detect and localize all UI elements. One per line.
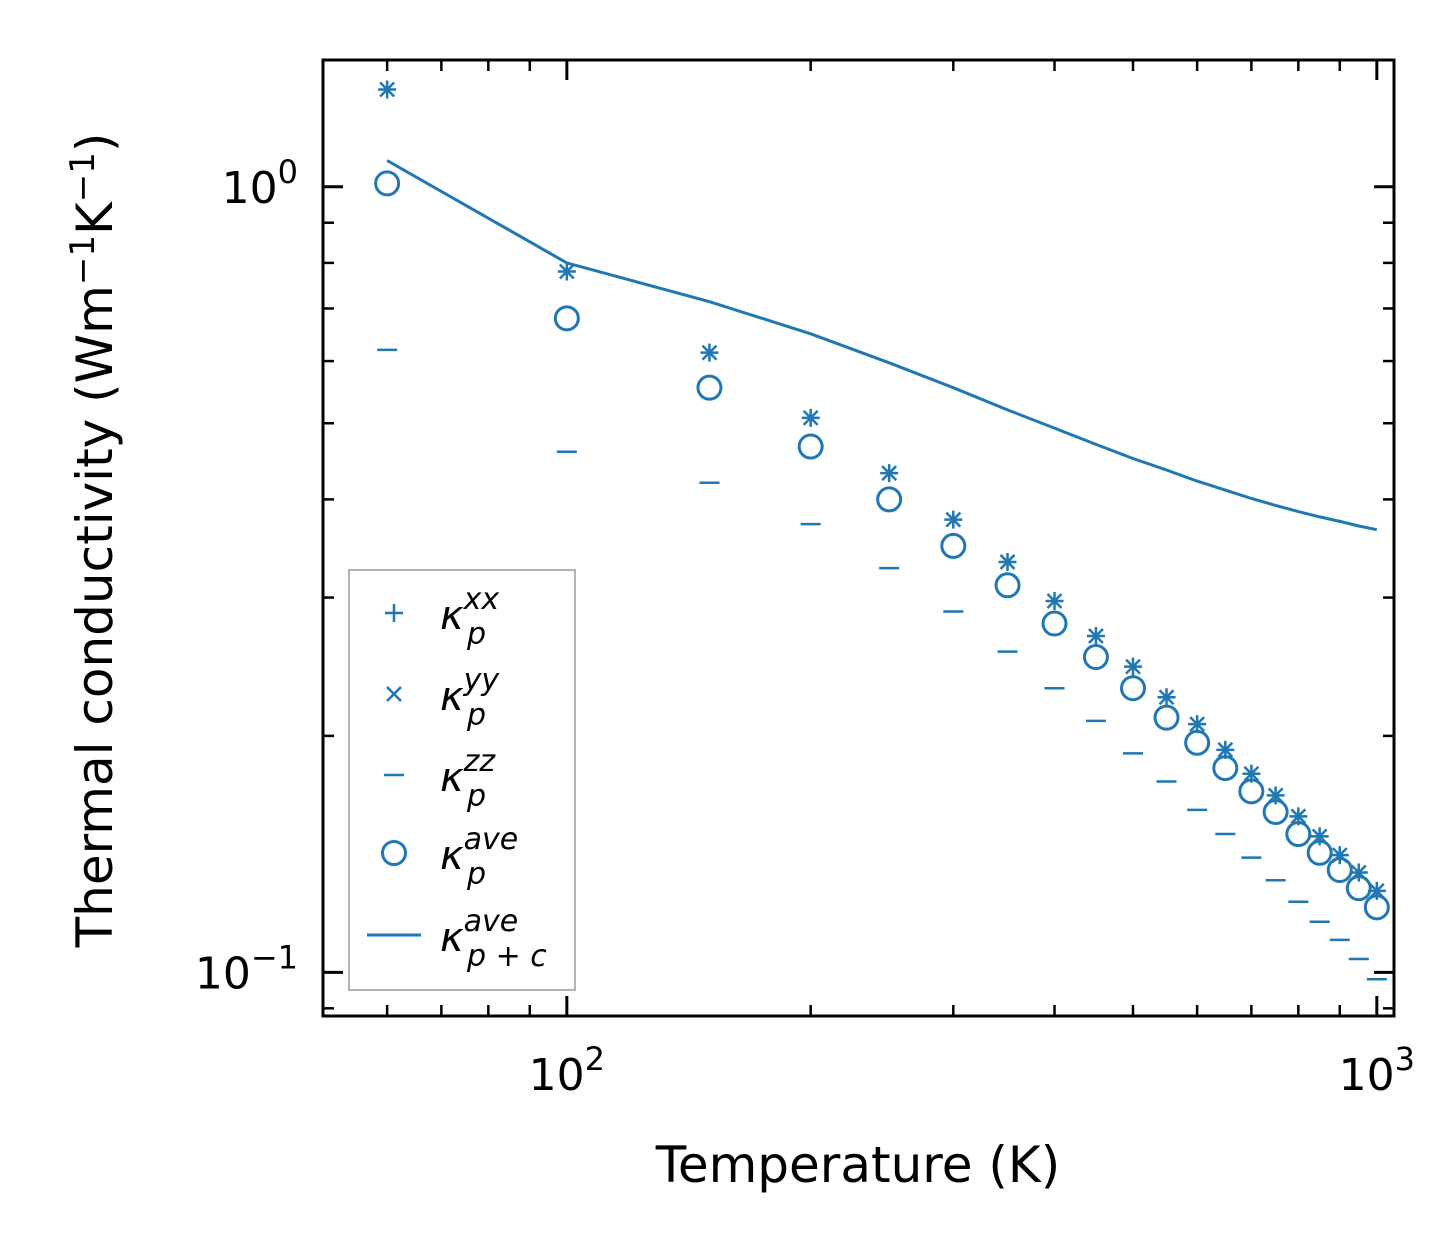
- point-ave-19: [1363, 894, 1390, 921]
- legend-label-3: κave p: [440, 822, 518, 892]
- point-ave-11: [1184, 729, 1211, 756]
- point-yy-15: [1290, 808, 1307, 825]
- legend-label-1: κyy p: [440, 663, 500, 733]
- y-tick-label: 10−1: [195, 938, 298, 999]
- point-yy-10: [1158, 689, 1175, 706]
- y-axis-title-exp2: −1: [63, 152, 103, 202]
- legend-subscript: p: [466, 698, 486, 733]
- y-axis-title: Thermal conductivity (Wm−1K−1): [63, 133, 124, 949]
- point-ave-12: [1212, 755, 1239, 782]
- x-axis-title: Temperature (K): [655, 1136, 1060, 1194]
- legend-superscript: yy: [463, 663, 501, 698]
- y-axis-title-close: ): [66, 133, 124, 153]
- point-yy-8: [1088, 628, 1104, 644]
- x-tick-base: 10: [529, 1050, 585, 1101]
- point-ave-18: [1345, 875, 1372, 902]
- plot-frame: [321, 58, 1396, 1018]
- point-yy-4: [881, 465, 898, 482]
- legend-subscript: p: [466, 779, 486, 814]
- legend-label-0: κxx p: [440, 582, 499, 652]
- legend-subscript: p + c: [466, 939, 547, 974]
- point-ave-9: [1120, 675, 1147, 702]
- data-marks: [374, 80, 1390, 981]
- legend-superscript: ave: [464, 822, 519, 857]
- point-yy-2: [701, 344, 718, 361]
- point-ave-6: [994, 572, 1021, 599]
- y-axis-title-exp1: −1: [63, 235, 103, 285]
- point-ave-8: [1082, 644, 1109, 671]
- point-ave-2: [696, 374, 723, 401]
- point-yy-1: [558, 263, 575, 280]
- point-ave-1: [553, 305, 580, 332]
- point-ave-10: [1153, 704, 1180, 731]
- point-yy-5: [945, 511, 962, 528]
- legend-superscript: zz: [463, 744, 497, 779]
- legend-subscript: p: [466, 617, 486, 652]
- legend-superscript: xx: [463, 582, 500, 617]
- legend-subscript: p: [466, 857, 486, 892]
- legend-label-4: κave p + c: [440, 904, 547, 974]
- y-tick-base: 10: [222, 163, 278, 214]
- point-ave-14: [1262, 799, 1289, 826]
- legend-symbol: κ: [440, 593, 464, 639]
- point-ave-3: [797, 433, 824, 460]
- legend-symbol: κ: [440, 915, 464, 961]
- point-yy-12: [1217, 741, 1234, 758]
- x-tick-label: 103: [1339, 1040, 1415, 1101]
- x-tick-exponent: 3: [1395, 1040, 1415, 1078]
- legend-box: [348, 569, 576, 991]
- x-tick-exponent: 2: [585, 1040, 605, 1078]
- legend-label-2: κzz p: [440, 744, 496, 814]
- point-yy-3: [802, 409, 819, 426]
- y-tick-exponent: −1: [251, 938, 298, 976]
- y-tick-label: 100: [222, 153, 298, 214]
- point-ave-5: [940, 532, 967, 559]
- legend-swatch-circle: [381, 840, 407, 866]
- point-ave-15: [1285, 821, 1312, 848]
- axis-ticks: [321, 60, 1394, 1016]
- legend-swatch-x: [386, 686, 402, 702]
- point-ave-7: [1041, 610, 1068, 637]
- point-yy-0: [379, 81, 396, 98]
- legend-symbol: κ: [440, 755, 464, 801]
- point-ave-13: [1238, 778, 1265, 805]
- legend-symbol: κ: [440, 674, 464, 720]
- point-ave-17: [1326, 856, 1353, 883]
- legend-superscript: ave: [464, 904, 519, 939]
- point-ave-4: [876, 486, 903, 513]
- y-axis-title-unit: K: [66, 201, 124, 235]
- x-tick-base: 10: [1339, 1050, 1395, 1101]
- y-tick-exponent: 0: [278, 153, 298, 191]
- legend-swatch-plus: [385, 604, 403, 622]
- point-yy-7: [1046, 593, 1063, 609]
- x-tick-label: 102: [529, 1040, 605, 1101]
- point-ave-0: [374, 170, 401, 197]
- point-yy-13: [1243, 765, 1260, 782]
- point-yy-6: [999, 554, 1016, 570]
- point-yy-11: [1189, 716, 1206, 733]
- point-yy-9: [1125, 658, 1141, 675]
- legend-symbol: κ: [440, 833, 464, 879]
- series-line-kappa-p-plus-c-ave: [386, 159, 1378, 532]
- y-axis-title-main: Thermal conductivity (Wm: [66, 285, 124, 948]
- point-ave-16: [1306, 839, 1333, 866]
- y-tick-base: 10: [195, 948, 251, 999]
